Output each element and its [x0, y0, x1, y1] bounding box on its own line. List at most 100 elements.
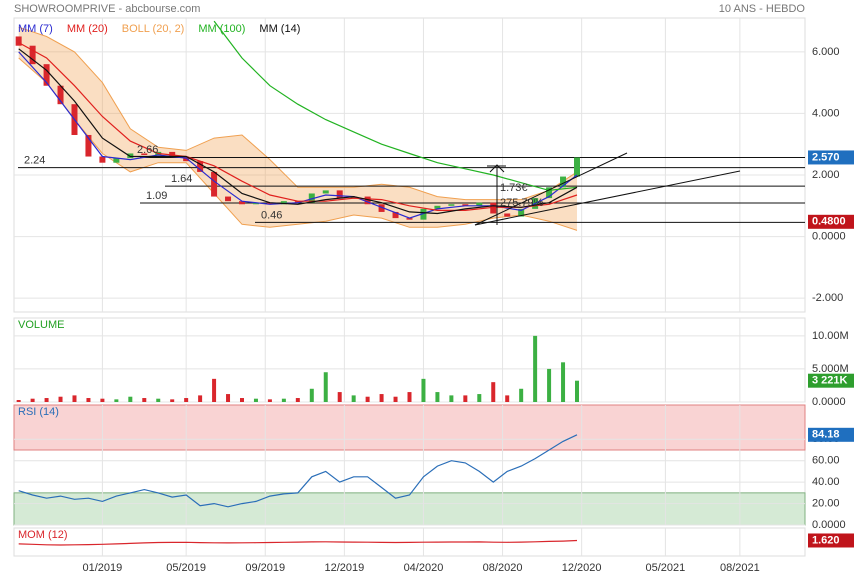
candle — [560, 176, 567, 188]
legend-entry: MM (14) — [259, 23, 300, 35]
volume-bar — [281, 398, 286, 402]
volume-bar — [239, 398, 244, 402]
candle — [448, 204, 455, 206]
candle — [322, 190, 329, 194]
y-tick-label: 6.000 — [812, 46, 840, 58]
volume-bar — [519, 388, 524, 402]
x-tick-label: 05/2021 — [646, 562, 686, 574]
x-tick-label: 12/2019 — [324, 562, 364, 574]
y-tick-label: -2.000 — [812, 292, 843, 304]
volume-bar — [365, 396, 370, 402]
y-tick-label: 60.00 — [812, 455, 840, 467]
annotation: 1.73€ — [500, 182, 528, 194]
level-label: 1.64 — [171, 173, 192, 185]
volume-bar — [477, 394, 482, 402]
bollinger-edge — [18, 57, 578, 231]
bollinger-edge — [18, 26, 578, 201]
candle — [280, 201, 287, 205]
volume-bar — [323, 372, 328, 402]
candle — [378, 204, 385, 212]
panel-label: RSI (14) — [18, 406, 59, 418]
oversold-zone — [13, 492, 806, 526]
candle — [308, 193, 315, 203]
candle — [29, 45, 36, 65]
volume-bar — [44, 398, 49, 402]
trend-line — [474, 152, 628, 226]
volume-bar — [142, 398, 147, 402]
candle — [434, 205, 441, 209]
level-label: 1.09 — [146, 190, 167, 202]
moving-average — [213, 20, 578, 192]
candle — [252, 202, 259, 205]
volume-bar — [309, 388, 314, 402]
legend-entry: MM (7) — [18, 23, 53, 35]
y-tick-label: 5.000M — [812, 363, 849, 375]
candle — [350, 196, 357, 199]
volume-bar — [128, 396, 133, 402]
candle — [43, 64, 50, 86]
candle — [211, 171, 218, 197]
panel-label: MOM (12) — [18, 529, 68, 541]
plot-layer: 6.000 4.000 2.000 0.0000 -2.000 2.24 1.64 1.09 0… — [13, 17, 854, 574]
x-tick-label: 05/2019 — [166, 562, 206, 574]
volume-bar — [267, 399, 272, 402]
candle — [266, 202, 273, 205]
volume-bar — [86, 398, 91, 402]
arrow-head — [489, 164, 505, 173]
annotation: 2.66 — [137, 144, 158, 156]
y-tick-label: 0.0000 — [812, 230, 846, 242]
x-tick-label: 08/2020 — [483, 562, 523, 574]
legend-entry: BOLL (20, 2) — [122, 23, 185, 35]
candle — [392, 211, 399, 219]
candle — [57, 85, 64, 105]
volume-bar — [212, 378, 217, 402]
overbought-zone — [13, 404, 806, 451]
volume-bar — [533, 335, 538, 402]
trend-line — [474, 170, 741, 226]
moving-average — [18, 51, 578, 219]
volume-bar — [351, 395, 356, 402]
volume-bar — [393, 396, 398, 402]
candle — [476, 202, 483, 206]
candle — [141, 153, 148, 155]
x-tick-label: 08/2021 — [720, 562, 760, 574]
volume-bar — [100, 398, 105, 402]
drawings — [474, 152, 741, 226]
volume-bar — [463, 395, 468, 402]
candle — [169, 151, 176, 157]
candle — [85, 134, 92, 157]
x-tick-label: 09/2019 — [245, 562, 285, 574]
y-tick-label: 0.0000 — [812, 519, 846, 531]
x-tick-label: 12/2020 — [562, 562, 602, 574]
y-tick-label: 0.0000 — [812, 396, 846, 408]
volume-bar — [226, 394, 231, 402]
candle — [197, 161, 204, 172]
candle — [336, 190, 343, 199]
volume-bar — [561, 362, 566, 402]
candle — [294, 201, 301, 203]
candle — [15, 36, 22, 46]
volume-bar — [16, 400, 21, 402]
y-tick-label: 20.00 — [812, 497, 840, 509]
volume-bar — [575, 380, 580, 402]
candle — [238, 201, 245, 205]
volume-bar — [72, 395, 77, 402]
volume-bar — [337, 392, 342, 402]
candle — [574, 157, 581, 177]
candle — [518, 208, 525, 217]
volume-bar — [58, 396, 63, 402]
candle — [420, 208, 427, 220]
moving-average — [18, 42, 578, 211]
y-tick-label: 4.000 — [812, 107, 840, 119]
value-box — [808, 533, 854, 548]
x-tick-label: 04/2020 — [404, 562, 444, 574]
panel-frame — [13, 317, 806, 403]
candle — [546, 187, 553, 199]
volume-bar — [379, 394, 384, 402]
chart-title: SHOWROOMPRIVE - abcbourse.com — [14, 3, 200, 15]
y-tick-label: 10.00M — [812, 330, 849, 342]
period: 10 ANS - HEBDO — [719, 3, 806, 15]
value-box-label: 2.570 — [812, 151, 840, 163]
volume-bar — [198, 395, 203, 402]
